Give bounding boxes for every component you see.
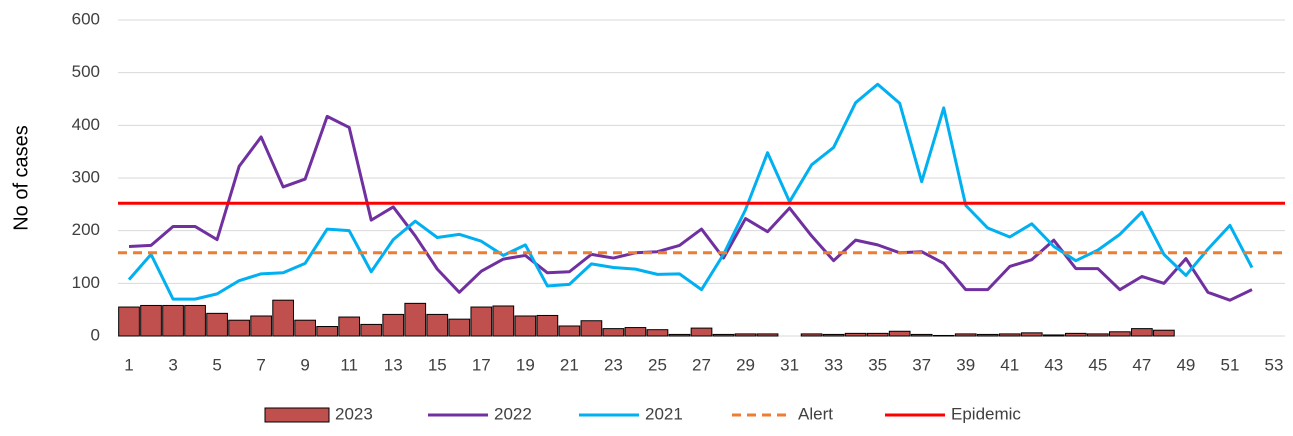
line-series xyxy=(128,114,1253,302)
bar xyxy=(140,304,162,337)
legend-label: Epidemic xyxy=(951,404,1021,423)
bar xyxy=(668,333,691,337)
bar xyxy=(844,332,867,337)
x-tick-label: 31 xyxy=(780,355,799,374)
x-tick-label: 17 xyxy=(472,355,491,374)
bar xyxy=(954,333,977,337)
bar xyxy=(426,313,449,337)
bar xyxy=(162,304,184,337)
bar xyxy=(646,329,669,337)
legend-label: 2021 xyxy=(645,404,683,423)
y-tick-label: 200 xyxy=(72,220,100,239)
x-tick-label: 7 xyxy=(256,355,265,374)
bar xyxy=(228,319,250,337)
bar xyxy=(866,332,889,337)
bar xyxy=(734,333,757,337)
bar xyxy=(338,316,361,337)
x-tick-label: 23 xyxy=(604,355,623,374)
y-tick-label: 0 xyxy=(91,325,100,344)
bar xyxy=(800,333,823,337)
bar xyxy=(888,330,911,337)
bar xyxy=(448,318,471,337)
bar xyxy=(932,334,955,337)
bar xyxy=(558,325,581,337)
bar xyxy=(976,333,999,337)
y-tick-label: 600 xyxy=(72,9,100,28)
bar xyxy=(1131,328,1153,337)
x-tick-label: 15 xyxy=(428,355,447,374)
y-axis-label: No of cases xyxy=(10,125,32,231)
x-tick-label: 5 xyxy=(212,355,221,374)
bar xyxy=(118,306,140,337)
y-tick-label: 500 xyxy=(72,62,100,81)
x-tick-label: 1 xyxy=(124,355,133,374)
bar xyxy=(822,333,845,337)
bar xyxy=(360,323,383,337)
bar xyxy=(250,315,272,337)
legend-swatch xyxy=(264,407,330,423)
y-tick-label: 100 xyxy=(72,273,100,292)
legend-label: 2023 xyxy=(335,404,373,423)
bar xyxy=(580,320,603,337)
y-tick-label: 400 xyxy=(72,115,100,134)
bar xyxy=(756,333,779,337)
x-tick-label: 29 xyxy=(736,355,755,374)
bar xyxy=(184,304,206,337)
bar xyxy=(1109,331,1131,337)
bar xyxy=(294,319,317,337)
bar xyxy=(316,326,339,337)
x-tick-label: 43 xyxy=(1044,355,1063,374)
x-tick-label: 35 xyxy=(868,355,887,374)
bar xyxy=(910,333,933,337)
bar xyxy=(1153,329,1175,337)
bar xyxy=(602,328,625,337)
bar xyxy=(1064,332,1087,337)
x-tick-label: 13 xyxy=(384,355,403,374)
x-tick-label: 37 xyxy=(912,355,931,374)
x-tick-label: 11 xyxy=(340,355,358,374)
x-tick-label: 21 xyxy=(560,355,579,374)
bar xyxy=(536,314,559,337)
legend-label: Alert xyxy=(798,404,833,423)
bar xyxy=(470,306,493,337)
bar xyxy=(624,327,647,337)
y-tick-label: 300 xyxy=(72,167,100,186)
x-tick-label: 27 xyxy=(692,355,711,374)
bar xyxy=(382,313,405,337)
x-tick-label: 25 xyxy=(648,355,667,374)
x-tick-label: 45 xyxy=(1088,355,1107,374)
x-tick-label: 9 xyxy=(300,355,309,374)
bar xyxy=(404,302,427,337)
x-tick-label: 47 xyxy=(1132,355,1151,374)
bar xyxy=(514,315,537,337)
bar xyxy=(272,299,294,337)
x-tick-label: 49 xyxy=(1176,355,1195,374)
legend-label: 2022 xyxy=(494,404,532,423)
bar xyxy=(690,327,713,337)
bar xyxy=(1042,334,1065,337)
x-tick-label: 19 xyxy=(516,355,535,374)
bar xyxy=(1020,332,1043,337)
x-tick-label: 51 xyxy=(1220,355,1239,374)
bar xyxy=(206,312,228,337)
x-tick-label: 3 xyxy=(168,355,177,374)
bar xyxy=(1086,333,1109,337)
bar xyxy=(712,333,735,337)
x-tick-label: 39 xyxy=(956,355,975,374)
x-tick-label: 53 xyxy=(1265,355,1284,374)
x-tick-label: 41 xyxy=(1000,355,1019,374)
x-tick-label: 33 xyxy=(824,355,843,374)
line-series xyxy=(127,82,1254,301)
bar xyxy=(998,333,1021,337)
bar xyxy=(492,305,515,337)
